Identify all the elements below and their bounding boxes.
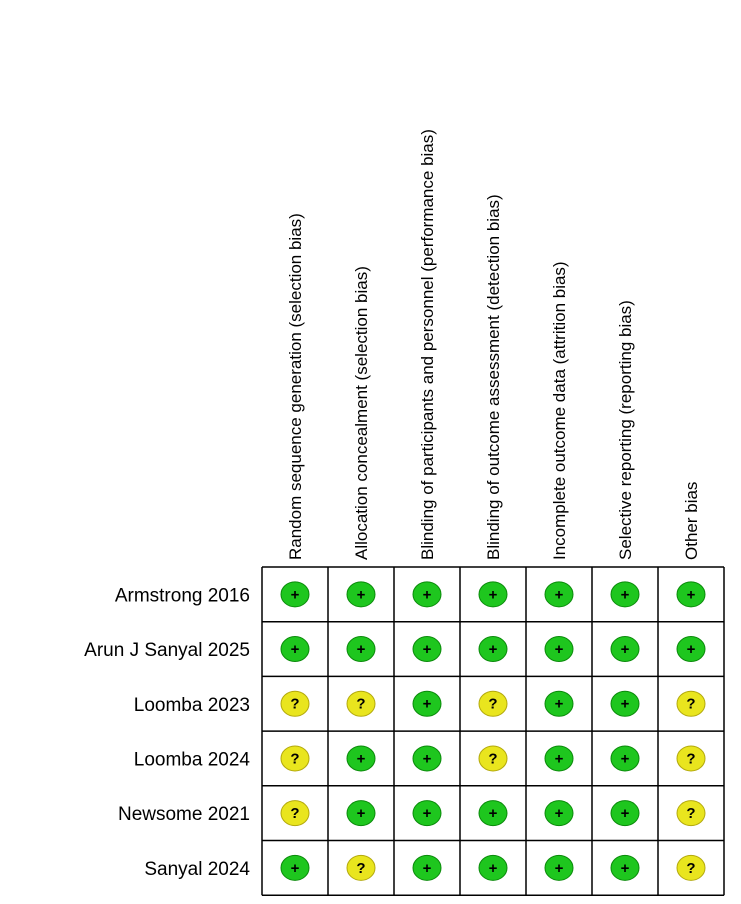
low-risk-icon — [544, 690, 574, 717]
risk-symbol: ? — [686, 750, 695, 767]
risk-symbol: + — [357, 805, 366, 822]
low-risk-icon — [346, 581, 376, 608]
unclear-risk-icon — [478, 690, 508, 717]
low-risk-icon — [610, 745, 640, 772]
low-risk-icon — [676, 581, 706, 608]
low-risk-icon — [412, 854, 442, 881]
risk-symbol: + — [423, 860, 432, 877]
risk-symbol: + — [357, 750, 366, 767]
risk-symbol: + — [621, 860, 630, 877]
column-header: Random sequence generation (selection bi… — [286, 213, 305, 560]
risk-symbol: ? — [488, 696, 497, 713]
unclear-risk-icon — [676, 854, 706, 881]
low-risk-icon — [478, 636, 508, 663]
risk-symbol: + — [423, 805, 432, 822]
risk-symbol: ? — [290, 750, 299, 767]
risk-symbol: ? — [686, 696, 695, 713]
risk-symbol: + — [357, 641, 366, 658]
risk-symbol: + — [555, 641, 564, 658]
risk-symbol: + — [555, 696, 564, 713]
risk-symbol: + — [291, 860, 300, 877]
low-risk-icon — [478, 581, 508, 608]
risk-symbol: ? — [356, 696, 365, 713]
risk-symbol: + — [489, 586, 498, 603]
low-risk-icon — [346, 745, 376, 772]
risk-symbol: + — [291, 641, 300, 658]
risk-symbol: + — [555, 586, 564, 603]
low-risk-icon — [610, 581, 640, 608]
risk-symbol: + — [489, 641, 498, 658]
unclear-risk-icon — [346, 854, 376, 881]
risk-symbol: ? — [488, 750, 497, 767]
low-risk-icon — [346, 800, 376, 827]
risk-symbol: ? — [290, 696, 299, 713]
row-label: Loomba 2023 — [134, 695, 250, 716]
low-risk-icon — [346, 636, 376, 663]
column-header: Other bias — [682, 482, 701, 560]
risk-symbol: ? — [686, 805, 695, 822]
unclear-risk-icon — [280, 800, 310, 827]
low-risk-icon — [412, 745, 442, 772]
column-header: Blinding of participants and personnel (… — [418, 129, 437, 560]
low-risk-icon — [676, 636, 706, 663]
low-risk-icon — [478, 854, 508, 881]
risk-symbol: + — [555, 750, 564, 767]
row-label: Sanyal 2024 — [144, 859, 250, 880]
row-label: Newsome 2021 — [118, 804, 250, 825]
row-label: Arun J Sanyal 2025 — [84, 640, 250, 661]
low-risk-icon — [610, 800, 640, 827]
low-risk-icon — [412, 581, 442, 608]
risk-symbol: + — [489, 805, 498, 822]
low-risk-icon — [544, 854, 574, 881]
column-header: Selective reporting (reporting bias) — [616, 300, 635, 560]
unclear-risk-icon — [478, 745, 508, 772]
unclear-risk-icon — [676, 690, 706, 717]
low-risk-icon — [544, 636, 574, 663]
risk-symbol: + — [687, 586, 696, 603]
risk-symbol: + — [621, 696, 630, 713]
low-risk-icon — [610, 854, 640, 881]
risk-symbol: + — [555, 860, 564, 877]
unclear-risk-icon — [280, 690, 310, 717]
risk-symbol: + — [423, 696, 432, 713]
risk-symbol: ? — [290, 805, 299, 822]
risk-symbol: + — [423, 750, 432, 767]
risk-symbol: ? — [686, 860, 695, 877]
row-label: Armstrong 2016 — [115, 585, 250, 606]
low-risk-icon — [610, 636, 640, 663]
risk-symbol: + — [357, 586, 366, 603]
low-risk-icon — [280, 854, 310, 881]
risk-symbol: + — [291, 586, 300, 603]
column-header: Incomplete outcome data (attrition bias) — [550, 261, 569, 560]
risk-symbol: + — [621, 750, 630, 767]
row-label: Loomba 2024 — [134, 749, 251, 770]
risk-symbol: + — [687, 641, 696, 658]
unclear-risk-icon — [280, 745, 310, 772]
low-risk-icon — [280, 581, 310, 608]
low-risk-icon — [280, 636, 310, 663]
risk-symbol: + — [621, 641, 630, 658]
risk-symbol: + — [489, 860, 498, 877]
risk-symbol: + — [621, 805, 630, 822]
low-risk-icon — [478, 800, 508, 827]
risk-symbol: + — [423, 586, 432, 603]
risk-symbol: + — [555, 805, 564, 822]
low-risk-icon — [412, 636, 442, 663]
risk-symbol: + — [621, 586, 630, 603]
low-risk-icon — [544, 800, 574, 827]
low-risk-icon — [412, 800, 442, 827]
low-risk-icon — [544, 745, 574, 772]
column-header: Allocation concealment (selection bias) — [352, 266, 371, 560]
unclear-risk-icon — [346, 690, 376, 717]
risk-symbol: + — [423, 641, 432, 658]
risk-symbol: ? — [356, 860, 365, 877]
low-risk-icon — [610, 690, 640, 717]
low-risk-icon — [412, 690, 442, 717]
unclear-risk-icon — [676, 800, 706, 827]
unclear-risk-icon — [676, 745, 706, 772]
low-risk-icon — [544, 581, 574, 608]
column-header: Blinding of outcome assessment (detectio… — [484, 194, 503, 560]
